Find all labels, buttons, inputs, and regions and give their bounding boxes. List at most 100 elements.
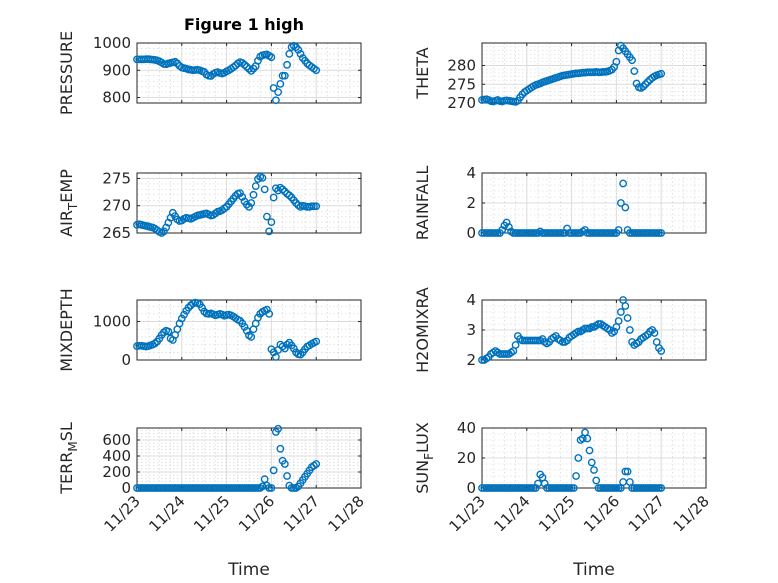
data-point xyxy=(657,484,666,492)
data-point xyxy=(574,454,583,462)
data-point xyxy=(641,80,650,89)
y-tick-label: 200 xyxy=(102,463,131,481)
y-axis-label: AIRTEMP xyxy=(57,169,80,237)
y-tick-label: 280 xyxy=(447,57,476,75)
data-point xyxy=(276,80,285,88)
data-point xyxy=(242,62,251,71)
data-point xyxy=(258,174,267,182)
y-tick-label: 4 xyxy=(466,291,476,309)
y-tick-label: 2 xyxy=(466,351,476,369)
data-point xyxy=(621,203,630,212)
y-tick-label: 275 xyxy=(447,75,476,93)
x-tick-label: 11/26 xyxy=(235,492,278,535)
x-axis-label: Time xyxy=(227,560,270,580)
data-point xyxy=(312,460,321,468)
data-point xyxy=(280,187,289,196)
y-tick-label: 600 xyxy=(102,431,131,449)
data-point xyxy=(518,90,527,99)
data-point xyxy=(280,460,289,468)
y-tick-label: 3 xyxy=(466,321,476,339)
x-axis-label: Time xyxy=(572,560,615,580)
data-point xyxy=(478,356,486,364)
data-point xyxy=(294,45,303,54)
data-point xyxy=(278,342,287,351)
subplot-mixdepth: 0 1000 MIXDEPTH xyxy=(57,288,362,372)
data-point xyxy=(502,350,511,358)
data-point xyxy=(267,218,276,226)
data-point xyxy=(151,339,159,348)
data-point xyxy=(630,67,639,76)
data-point xyxy=(625,326,634,334)
x-tick-label: 11/25 xyxy=(190,492,233,535)
data-point xyxy=(585,446,594,455)
subplot-sun_flux: 0 20 40 SUNFLUX 11/23 11/24 11/25 11/26 11/27 11/… xyxy=(413,419,713,580)
data-point xyxy=(312,202,321,211)
y-tick-label: 0 xyxy=(466,479,476,497)
data-point xyxy=(177,314,186,323)
y-tick-label: 20 xyxy=(457,449,476,467)
data-point xyxy=(247,333,256,341)
y-tick-label: 0 xyxy=(121,479,131,497)
subplot-rainfall: 0 2 4 RAINFALL xyxy=(413,164,707,242)
data-point xyxy=(616,199,625,207)
data-point xyxy=(540,479,549,488)
data-point xyxy=(296,50,305,58)
data-point xyxy=(565,484,574,492)
y-tick-label: 1000 xyxy=(93,34,131,52)
data-point xyxy=(567,484,576,492)
y-axis-label: TERRMSL xyxy=(57,422,80,495)
data-point xyxy=(184,303,193,312)
y-tick-label: 800 xyxy=(102,89,131,107)
y-axis-label: MIXDEPTH xyxy=(57,288,76,371)
data-point xyxy=(274,88,283,96)
data-point xyxy=(267,53,276,62)
data-point xyxy=(280,71,289,80)
data-point xyxy=(269,466,278,475)
y-tick-label: 0 xyxy=(121,351,131,369)
data-point xyxy=(312,337,321,346)
y-tick-label: 0 xyxy=(466,224,476,242)
data-point xyxy=(296,350,305,359)
data-point xyxy=(254,56,262,65)
data-point xyxy=(251,182,260,190)
data-point xyxy=(639,82,648,91)
data-point xyxy=(238,59,247,67)
data-point xyxy=(655,484,663,492)
y-axis-label: H2OMIXRA xyxy=(413,287,432,373)
data-point xyxy=(269,193,278,202)
data-point xyxy=(628,56,636,65)
data-point xyxy=(263,212,271,221)
data-point xyxy=(249,190,258,199)
data-point xyxy=(650,329,659,337)
data-point xyxy=(240,323,249,331)
axes-box xyxy=(136,427,362,489)
data-point xyxy=(621,467,630,476)
data-point xyxy=(511,341,520,349)
x-tick-label: 11/24 xyxy=(490,492,533,535)
subplot-h2omixra: 2 3 4 H2OMIXRA xyxy=(413,287,707,373)
data-point xyxy=(527,484,536,492)
y-tick-label: 265 xyxy=(102,224,131,242)
data-point xyxy=(652,229,661,237)
y-axis-label: PRESSURE xyxy=(57,31,76,115)
data-point xyxy=(260,185,269,194)
data-point xyxy=(587,458,596,467)
data-point xyxy=(623,314,632,322)
data-point xyxy=(245,202,253,211)
data-point xyxy=(289,344,298,353)
data-point xyxy=(274,424,283,433)
data-point xyxy=(504,223,513,231)
data-point xyxy=(643,78,652,86)
data-point xyxy=(614,226,623,234)
data-point xyxy=(254,313,262,322)
axes-border xyxy=(136,427,362,489)
data-point xyxy=(265,484,274,492)
data-point xyxy=(498,226,507,234)
data-point xyxy=(583,434,592,443)
data-point xyxy=(592,476,601,485)
data-point xyxy=(502,218,511,227)
data-point xyxy=(278,71,287,80)
data-point xyxy=(657,347,666,355)
y-tick-label: 4 xyxy=(466,164,476,182)
data-point xyxy=(283,340,291,349)
